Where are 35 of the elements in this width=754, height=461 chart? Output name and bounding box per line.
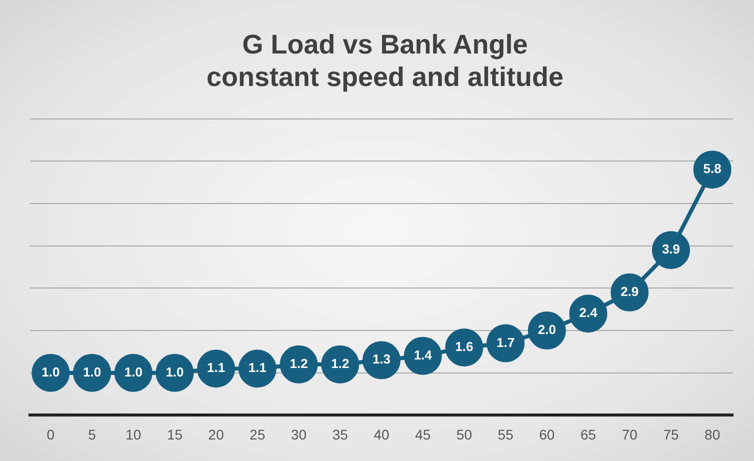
x-tick-label: 10 (126, 426, 142, 442)
x-tick-label: 70 (622, 426, 638, 442)
x-tick-label: 0 (46, 426, 55, 442)
data-label: 1.3 (372, 352, 391, 367)
data-label: 1.0 (42, 364, 60, 380)
x-tick-label: 55 (498, 426, 514, 442)
data-label: 1.0 (124, 364, 142, 380)
data-label: 1.2 (290, 356, 308, 371)
chart-title: G Load vs Bank Angle constant speed and altitude (206, 30, 564, 92)
x-tick-label: 35 (332, 426, 348, 442)
data-label: 1.0 (82, 364, 102, 380)
x-tick-label: 65 (580, 426, 596, 442)
x-tick-label: 30 (291, 426, 307, 442)
data-label: 1.4 (414, 348, 433, 362)
data-label: 1.6 (455, 339, 474, 354)
x-tick-label: 50 (456, 426, 472, 442)
x-tick-label: 80 (704, 426, 720, 442)
data-label: 1.0 (166, 364, 184, 380)
data-label: 1.1 (248, 360, 266, 376)
x-tick-label: 20 (208, 426, 224, 442)
x-tick-label: 45 (415, 426, 431, 442)
data-label: 1.2 (331, 356, 350, 371)
data-label: 2.4 (579, 305, 598, 320)
x-tick-label: 75 (663, 426, 679, 442)
data-label: 5.8 (703, 161, 722, 176)
data-label: 1.1 (207, 360, 226, 376)
data-label: 2.9 (620, 284, 639, 299)
x-tick-label: 5 (88, 426, 96, 442)
x-tick-label: 15 (166, 426, 183, 442)
data-label: 3.9 (662, 242, 680, 257)
x-tick-label: 60 (539, 426, 555, 442)
data-label: 2.0 (538, 322, 556, 338)
data-label: 1.7 (496, 334, 515, 350)
x-tick-label: 40 (374, 426, 390, 442)
x-tick-label: 25 (250, 426, 266, 442)
